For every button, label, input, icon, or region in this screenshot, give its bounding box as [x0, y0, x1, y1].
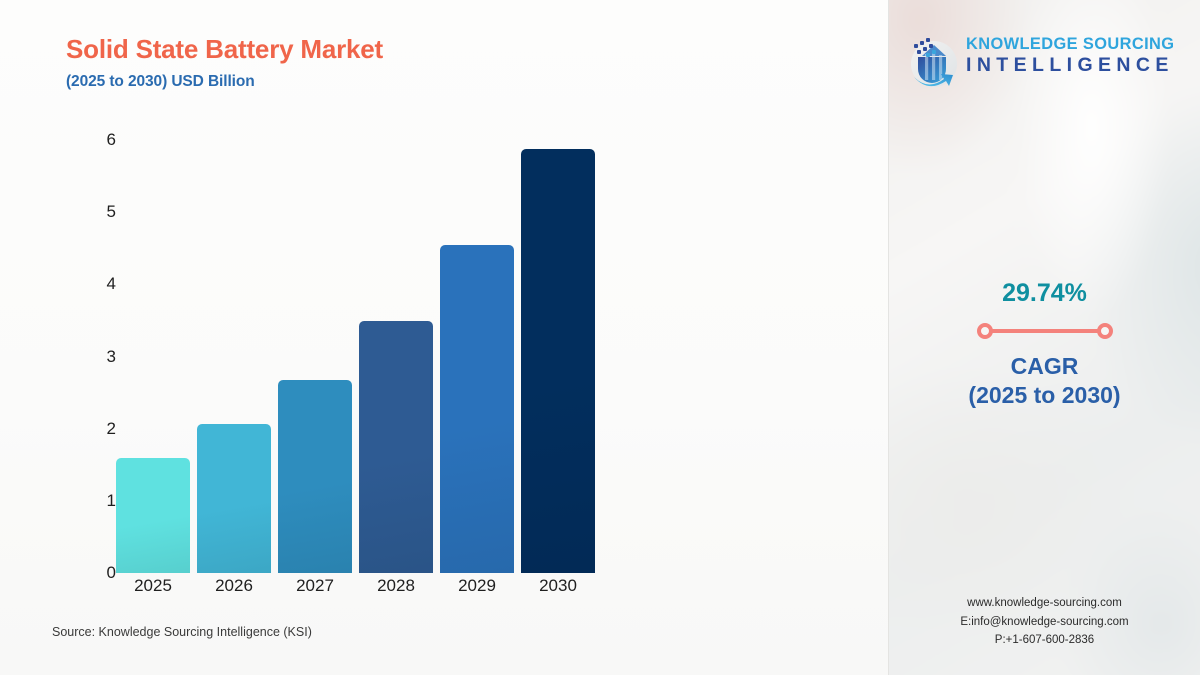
x-axis-tick-2025: 2025	[134, 576, 172, 595]
bar-2025[interactable]	[116, 457, 190, 573]
y-axis-tick: 0	[106, 563, 116, 582]
cagr-period: (2025 to 2030)	[968, 381, 1121, 408]
connector-dot-start	[976, 323, 993, 339]
contact-info: www.knowledge-sourcing.com E:info@knowle…	[889, 594, 1200, 650]
y-axis: 0 1 2 3 4 5 6	[80, 130, 116, 590]
logo-line-two: INTELLIGENCE	[966, 54, 1174, 77]
plot-area	[116, 140, 846, 573]
x-axis-tick-2026: 2026	[215, 576, 253, 595]
y-axis-tick: 5	[106, 202, 116, 222]
bar-2027[interactable]	[278, 379, 352, 573]
x-axis-tick-2028: 2028	[377, 576, 415, 595]
panel-background	[889, 0, 1200, 675]
bar-2029[interactable]	[440, 245, 514, 573]
y-axis-tick: 6	[106, 130, 116, 149]
x-axis-tick-2030: 2030	[539, 576, 577, 595]
y-axis-tick: 1	[106, 490, 116, 510]
x-axis: 2025 2026 2027 2028 2029 2030	[116, 576, 846, 606]
contact-email[interactable]: E:info@knowledge-sourcing.com	[960, 615, 1129, 628]
cagr-label: CAGR	[1010, 353, 1079, 379]
logo-wordmark: KNOWLEDGE SOURCING INTELLIGENCE	[966, 34, 1188, 76]
cagr-block: 29.74% CAGR (2025 to 2030)	[889, 278, 1200, 411]
bar-2026[interactable]	[197, 423, 271, 573]
logo-line-one: KNOWLEDGE SOURCING	[966, 35, 1175, 53]
y-axis-tick: 3	[106, 346, 116, 366]
knowledge-sourcing-logo-icon	[904, 33, 962, 91]
page-title: Solid State Battery Market	[66, 34, 384, 64]
connector-line	[985, 329, 1104, 333]
contact-phone[interactable]: P:+1-607-600-2836	[994, 634, 1095, 647]
logo[interactable]: KNOWLEDGE SOURCING INTELLIGENCE	[904, 30, 1189, 92]
bar-2030[interactable]	[521, 148, 595, 573]
panel-divider	[888, 0, 889, 675]
cagr-value: 29.74%	[1002, 279, 1087, 307]
chart-panel: Solid State Battery Market (2025 to 2030…	[0, 0, 888, 675]
y-axis-tick: 4	[106, 274, 116, 294]
cagr-connector-icon	[976, 322, 1113, 340]
connector-dot-end	[1096, 323, 1113, 339]
x-axis-tick-2027: 2027	[296, 576, 334, 595]
branding-panel: KNOWLEDGE SOURCING INTELLIGENCE 29.74% C…	[889, 0, 1200, 675]
source-note: Source: Knowledge Sourcing Intelligence …	[52, 625, 312, 639]
y-axis-tick: 2	[106, 418, 116, 438]
x-axis-tick-2029: 2029	[458, 576, 496, 595]
contact-website[interactable]: www.knowledge-sourcing.com	[967, 597, 1122, 609]
bar-2028[interactable]	[359, 321, 433, 573]
chart-subtitle: (2025 to 2030) USD Billion	[66, 73, 255, 90]
